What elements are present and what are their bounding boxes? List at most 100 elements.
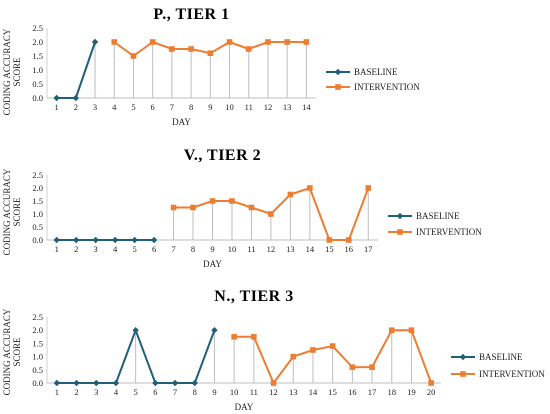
data-point-baseline [171,379,179,387]
y-axis-title: CODING ACCURACY [2,308,12,395]
data-point-baseline [92,236,99,244]
legend-marker [459,353,467,361]
y-axis-title: SCORE [12,337,22,367]
x-tick-label: 5 [131,102,135,112]
x-tick-label: 14 [309,387,318,397]
data-point-baseline [73,236,80,244]
x-tick-label: 11 [247,244,255,254]
data-point-intervention [365,185,372,191]
legend-marker [334,68,342,76]
x-tick-label: 18 [388,387,397,397]
x-tick-label: 1 [55,244,59,254]
x-tick-label: 14 [302,102,311,112]
data-point-intervention [170,204,177,211]
x-tick-label: 14 [306,244,315,254]
data-point-baseline [150,236,158,244]
x-tick-label: 13 [283,102,292,112]
data-point-intervention [329,343,336,349]
x-tick-label: 6 [152,244,156,254]
data-point-intervention [428,380,434,386]
data-point-baseline [53,379,61,387]
x-tick-label: 17 [368,387,377,397]
x-tick-label: 4 [112,102,117,112]
y-axis-title: SCORE [12,57,22,87]
data-point-baseline [191,379,198,387]
x-tick-label: 20 [427,387,436,397]
chart-panel-1: P., TIER 10.00.51.01.52.02.51 2 3 4 5 6 7 8 9 10 1… [2,6,420,127]
legend-marker [397,229,403,235]
y-tick-label: 2.0 [32,325,43,335]
y-tick-label: 1.0 [32,352,43,362]
x-tick-label: 10 [228,244,237,254]
x-tick-label: 3 [94,244,98,254]
data-point-intervention [229,198,235,204]
legend-label: INTERVENTION [354,82,420,92]
y-axis-title: CODING ACCURACY [2,168,12,255]
x-tick-label: 6 [153,387,157,397]
chart-panel-2: V., TIER 20.00.51.01.52.02.51 2 3 4 5 6 7 8 9 10 1… [2,147,482,269]
x-tick-label: 12 [267,244,276,254]
data-point-baseline [53,236,60,244]
data-point-baseline [132,327,139,334]
data-point-baseline [93,379,100,387]
data-point-intervention [169,46,175,52]
data-point-intervention [345,237,352,243]
x-tick-label: 7 [173,387,177,397]
x-tick-label: 10 [225,102,234,112]
data-point-intervention [231,334,237,340]
chart-title: V., TIER 2 [184,147,261,164]
x-tick-label: 19 [407,387,416,397]
x-tick-label: 3 [93,102,97,112]
y-tick-label: 1.0 [32,209,43,219]
data-point-intervention [130,53,137,59]
x-tick-label: 2 [74,387,78,397]
y-axis-title: CODING ACCURACY [2,28,12,115]
x-axis-title: DAY [172,117,191,127]
y-tick-label: 0.5 [32,222,43,232]
x-tick-label: 15 [325,244,334,254]
legend-label: BASELINE [354,67,398,77]
data-point-intervention [265,39,271,45]
data-point-baseline [111,236,119,244]
data-point-intervention [388,327,395,333]
legend-marker [396,212,404,220]
legend-label: BASELINE [416,211,460,221]
data-point-intervention [226,39,233,45]
data-point-baseline [72,94,80,102]
y-tick-label: 0.5 [32,79,43,89]
y-tick-label: 1.5 [32,51,43,61]
legend-marker [335,84,341,90]
x-tick-label: 3 [94,387,98,397]
data-point-intervention [326,237,333,243]
x-tick-label: 9 [208,102,212,112]
x-tick-label: 2 [74,102,78,112]
data-point-baseline [91,38,99,46]
series-line-baseline [56,41,96,99]
data-point-intervention [369,364,375,370]
y-tick-label: 2.0 [32,183,43,193]
x-tick-label: 8 [191,244,195,254]
y-tick-label: 2.5 [32,23,43,33]
x-tick-label: 12 [269,387,278,397]
data-point-intervention [284,39,290,45]
x-tick-label: 4 [113,244,118,254]
x-tick-label: 7 [170,102,174,112]
chart-title: N., TIER 3 [214,288,293,305]
y-tick-label: 1.0 [32,65,43,75]
x-tick-label: 5 [134,387,138,397]
y-tick-label: 0.5 [32,365,43,375]
x-tick-label: 11 [250,387,258,397]
data-point-intervention [245,46,252,52]
data-point-intervention [149,39,156,45]
x-tick-label: 17 [364,244,373,254]
data-point-baseline [152,379,159,387]
x-tick-label: 7 [171,244,175,254]
data-point-baseline [131,236,138,244]
x-tick-label: 2 [74,244,78,254]
chart-panel-3: N., TIER 30.00.51.01.52.02.51 2 3 4 5 6 7 8 9 10 1… [2,288,545,412]
x-tick-label: 5 [132,244,136,254]
chart-title: P., TIER 1 [153,6,229,23]
x-tick-label: 16 [345,244,354,254]
data-point-baseline [112,379,120,387]
